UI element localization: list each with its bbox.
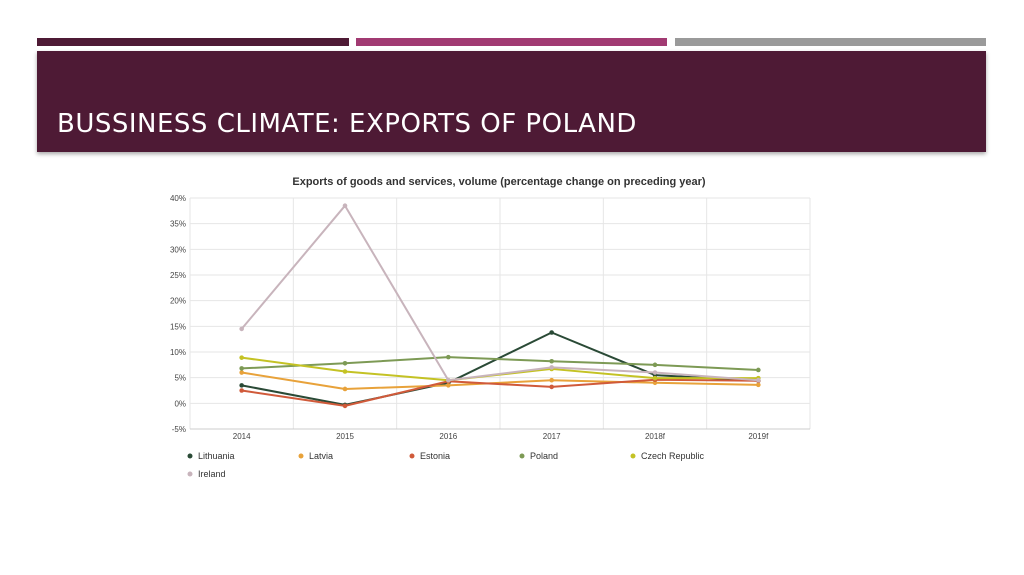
data-point-estonia [549, 384, 554, 390]
legend-marker-czech-republic [630, 453, 636, 459]
y-tick-label: 10% [170, 348, 186, 357]
y-tick-label: -5% [172, 425, 186, 434]
data-point-latvia [239, 370, 244, 375]
data-point-estonia [342, 403, 348, 409]
x-tick-label: 2017 [543, 432, 561, 441]
data-point-ireland [342, 203, 348, 208]
y-tick-label: 0% [174, 399, 186, 408]
legend-marker-latvia [298, 453, 304, 459]
y-tick-label: 30% [170, 245, 186, 254]
legend-label-lithuania: Lithuania [198, 451, 235, 461]
series-line-ireland [240, 204, 759, 382]
data-point-poland [446, 354, 451, 360]
data-point-ireland [652, 370, 658, 375]
legend-label-czech-republic: Czech Republic [641, 451, 705, 461]
legend-label-ireland: Ireland [198, 469, 226, 479]
data-point-poland [239, 366, 244, 371]
y-tick-label: 15% [170, 322, 186, 331]
data-point-latvia [756, 382, 761, 388]
y-tick-label: 40% [170, 194, 186, 203]
legend-label-estonia: Estonia [420, 451, 450, 461]
legend-label-poland: Poland [530, 451, 558, 461]
x-tick-label: 2019f [748, 432, 769, 441]
accent-strip-dark [37, 38, 349, 46]
x-tick-label: 2018f [645, 432, 666, 441]
data-point-poland [652, 362, 658, 368]
legend-label-latvia: Latvia [309, 451, 333, 461]
series-line-latvia [241, 371, 759, 390]
y-tick-label: 5% [174, 374, 186, 383]
x-tick-label: 2014 [233, 432, 251, 441]
data-point-czech-republic [342, 369, 348, 374]
accent-strip-magenta [356, 38, 667, 46]
data-point-latvia [446, 383, 451, 388]
legend-marker-lithuania [187, 453, 193, 459]
data-point-czech-republic [239, 355, 244, 360]
y-tick-label: 20% [170, 297, 186, 306]
data-point-czech-republic [652, 375, 658, 381]
slide-title: BUSSINESS CLIMATE: EXPORTS OF POLAND [57, 109, 637, 139]
data-point-poland [756, 367, 761, 373]
accent-strip-gray [675, 38, 986, 46]
legend-marker-poland [519, 453, 525, 459]
y-tick-label: 25% [170, 271, 186, 280]
data-point-lithuania [549, 330, 554, 335]
x-axis-ticks: 2014 2015 2016 2017 2018f 2019f [233, 432, 769, 441]
data-point-poland [549, 358, 554, 364]
data-point-estonia [239, 388, 244, 393]
legend-marker-ireland [187, 471, 193, 477]
x-tick-label: 2016 [439, 432, 457, 441]
series-line-poland [241, 356, 759, 371]
series-line-estonia [241, 378, 759, 407]
data-point-latvia [549, 377, 554, 383]
series-line-lithuania [241, 331, 759, 406]
title-banner: BUSSINESS CLIMATE: EXPORTS OF POLAND [37, 51, 986, 152]
data-point-ireland [239, 326, 244, 332]
data-point-ireland [549, 365, 554, 370]
data-point-poland [342, 360, 348, 366]
data-point-ireland [756, 377, 761, 383]
data-point-lithuania [239, 383, 244, 388]
x-tick-label: 2015 [336, 432, 354, 441]
gridlines [189, 197, 811, 430]
data-point-ireland [446, 377, 451, 383]
legend: Lithuania Latvia Estonia Poland Czech Republ… [187, 451, 705, 479]
y-tick-label: 35% [170, 220, 186, 229]
y-axis-ticks: 40% 35% 30% 25% 20% 15% 10% 5% 0% -5% [170, 194, 186, 434]
legend-marker-estonia [409, 453, 415, 459]
series-lines [239, 203, 761, 409]
data-point-latvia [342, 386, 348, 392]
chart-title: Exports of goods and services, volume (p… [292, 176, 706, 188]
